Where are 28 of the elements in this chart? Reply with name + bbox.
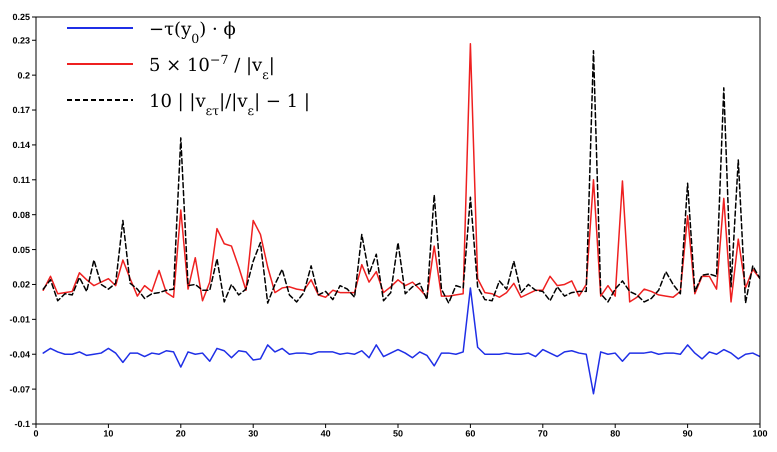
x-tick-label: 50 <box>392 428 404 438</box>
y-tick-label: 0.17 <box>12 105 30 116</box>
y-tick-label: 0.2 <box>17 70 30 80</box>
x-tick-label: 100 <box>752 428 768 438</box>
y-tick-label: 0.11 <box>12 174 30 185</box>
y-tick-label: -0.1 <box>14 419 30 430</box>
y-tick-label: 0.14 <box>12 140 30 150</box>
x-tick-label: 0 <box>33 428 39 438</box>
y-tick-label: 0.02 <box>12 280 30 290</box>
y-tick-label: 0.05 <box>12 244 30 255</box>
x-tick-label: 70 <box>538 428 548 438</box>
y-tick-label: 0.23 <box>12 35 30 46</box>
y-tick-label: 0.08 <box>12 210 30 220</box>
y-tick-label: -0.07 <box>9 384 30 394</box>
x-tick-label: 20 <box>176 428 186 438</box>
y-tick-label: -0.04 <box>9 349 30 360</box>
x-tick-label: 10 <box>103 428 114 438</box>
x-tick-label: 90 <box>682 428 693 438</box>
legend-label: 10 | |v$_{ετ}$|/|v$_{ε}$| − 1 | <box>149 91 310 118</box>
x-tick-label: 80 <box>610 428 620 438</box>
legend-label: 5 × 10$^{−7}$ / |v$_{ε}$| <box>149 52 275 82</box>
x-tick-label: 60 <box>465 428 476 438</box>
legend-label: −τ(y$_{0}$) · ϕ <box>149 19 236 46</box>
y-tick-label: -0.01 <box>9 314 30 325</box>
x-tick-label: 40 <box>320 428 331 438</box>
line-series <box>42 287 760 395</box>
x-tick-label: 30 <box>248 428 258 438</box>
y-tick-label: 0.25 <box>12 12 30 22</box>
